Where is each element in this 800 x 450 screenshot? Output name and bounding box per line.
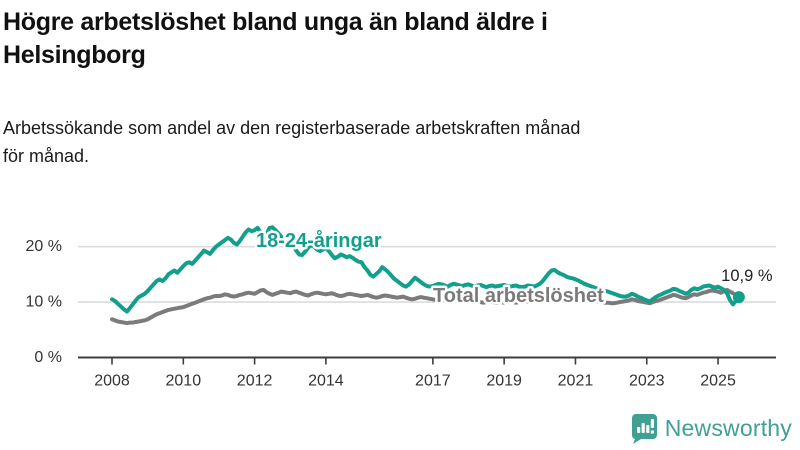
newsworthy-logo[interactable]: Newsworthy [630, 412, 792, 444]
latest-value-dot [732, 291, 745, 304]
x-tick-label: 2010 [166, 373, 202, 390]
x-tick-label: 2017 [415, 373, 451, 390]
x-tick-label: 2014 [308, 373, 344, 390]
y-tick-label: 0 % [34, 349, 62, 366]
y-tick-label: 10 % [26, 294, 62, 311]
y-tick-label: 20 % [26, 238, 62, 255]
series-label: Total arbetslöshet [433, 285, 604, 307]
x-tick-label: 2019 [486, 373, 522, 390]
series-line-total [110, 287, 735, 326]
chart-title: Högre arbetslöshet bland unga än bland ä… [3, 6, 797, 71]
x-tick-label: 2021 [558, 373, 594, 390]
chart-title-line-2: Helsingborg [3, 40, 146, 69]
chart-title-line-1: Högre arbetslöshet bland unga än bland ä… [3, 8, 548, 36]
newsworthy-chart-bubble-icon [631, 414, 657, 444]
chart-subtitle-line-1: Arbetssökande som andel av den registerb… [3, 118, 581, 138]
x-tick-label: 2008 [94, 373, 130, 390]
chart-subtitle-line-2: för månad. [3, 145, 90, 166]
chart-subtitle: Arbetssökande som andel av den registerb… [3, 115, 797, 171]
x-tick-label: 2012 [237, 373, 273, 390]
series-line-youth [110, 225, 741, 314]
series-label: 18-24-åringar [256, 229, 382, 252]
page-header: Högre arbetslöshet bland unga än bland ä… [3, 6, 797, 71]
x-tick-label: 2023 [629, 373, 665, 390]
newsworthy-logo-text: Newsworthy [664, 414, 792, 441]
latest-value-annotation: 10,9 % [721, 267, 773, 285]
x-tick-label: 2025 [700, 373, 736, 390]
